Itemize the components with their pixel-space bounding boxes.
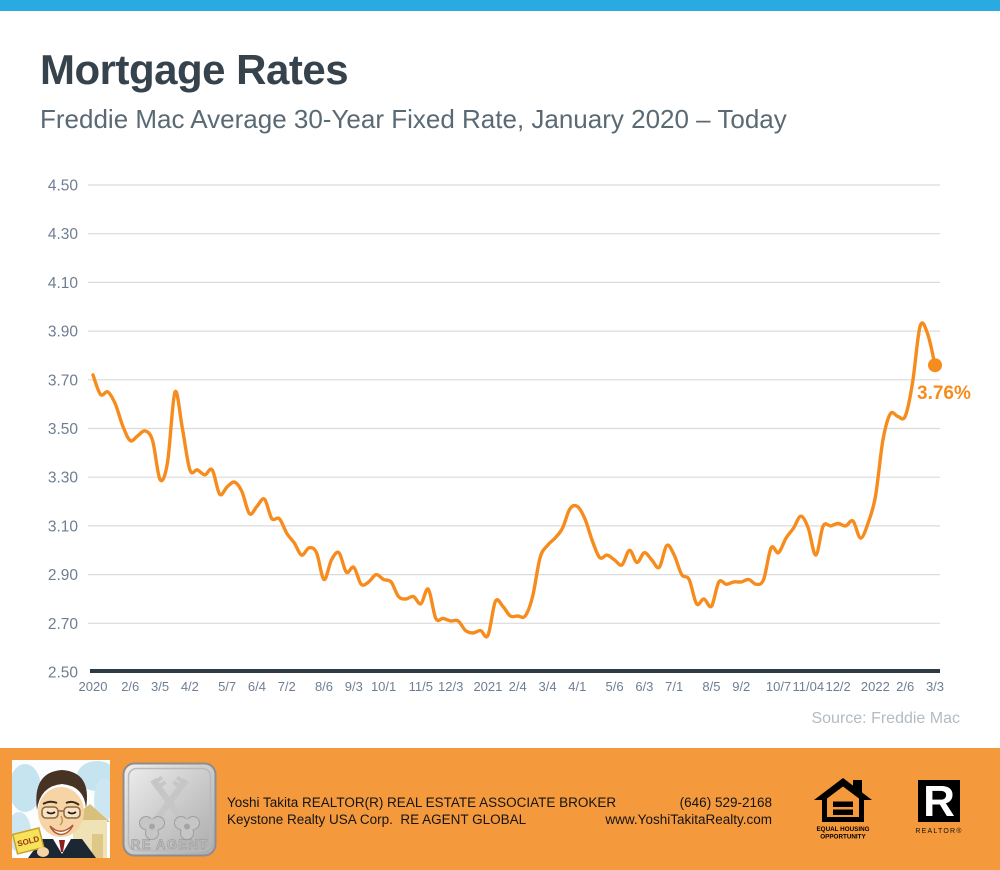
tie bbox=[59, 840, 65, 852]
x-axis-label: 2/6 bbox=[121, 679, 139, 694]
realtor-r-glyph: R bbox=[923, 780, 955, 826]
y-axis-label: 4.30 bbox=[48, 226, 79, 243]
house-door bbox=[92, 834, 103, 858]
x-axis-label: 8/6 bbox=[315, 679, 333, 694]
y-axis-label: 4.50 bbox=[48, 178, 79, 195]
x-axis-label: 2022 bbox=[861, 679, 890, 694]
y-axis-label: 2.50 bbox=[48, 665, 79, 682]
eyebrow bbox=[42, 800, 58, 805]
realtor-block bbox=[918, 780, 960, 822]
equal-housing-label-2: OPPORTUNITY bbox=[820, 834, 866, 841]
agent-company-line: Keystone Realty USA Corp. RE AGENT GLOBA… bbox=[227, 812, 527, 827]
y-axis-label: 3.50 bbox=[48, 421, 79, 438]
x-axis-label: 4/1 bbox=[568, 679, 586, 694]
x-axis-label: 9/3 bbox=[345, 679, 363, 694]
x-axis-label: 4/2 bbox=[181, 679, 199, 694]
page-title: Mortgage Rates bbox=[40, 46, 349, 93]
realtor-label: REALTOR® bbox=[915, 827, 962, 835]
x-axis-label: 6/3 bbox=[635, 679, 653, 694]
x-axis-label: 6/4 bbox=[248, 679, 266, 694]
realtor-logo: R REALTOR® bbox=[915, 780, 962, 835]
x-axis-label: 2/4 bbox=[509, 679, 527, 694]
sky-wash bbox=[12, 764, 41, 812]
hand bbox=[37, 847, 49, 857]
x-axis-label: 7/2 bbox=[278, 679, 296, 694]
x-axis-label: 11/04 bbox=[793, 679, 825, 694]
equals-bar bbox=[833, 801, 853, 807]
x-axis-label: 5/6 bbox=[606, 679, 624, 694]
y-axis-label: 3.70 bbox=[48, 372, 79, 389]
current-rate-label: 3.76% bbox=[917, 383, 971, 404]
nose bbox=[59, 815, 64, 826]
re-agent-label: RE AGENT bbox=[131, 837, 208, 852]
x-axis-label: 3/4 bbox=[538, 679, 556, 694]
x-axis-label: 7/1 bbox=[665, 679, 683, 694]
x-axis-label: 8/5 bbox=[702, 679, 720, 694]
footer-banner: SOLD bbox=[0, 748, 1000, 870]
glasses-right-lens bbox=[63, 806, 81, 819]
y-axis-label: 3.90 bbox=[48, 324, 79, 341]
equal-housing-logo: EQUAL HOUSING OPPORTUNITY bbox=[814, 778, 872, 841]
agent-name-line: Yoshi Takita REALTOR(R) REAL ESTATE ASSO… bbox=[227, 795, 617, 810]
y-axis-label: 2.70 bbox=[48, 616, 79, 633]
x-axis-label: 2021 bbox=[473, 679, 502, 694]
eyebrow bbox=[65, 800, 80, 806]
sold-sign: SOLD bbox=[12, 827, 45, 855]
eye bbox=[67, 811, 77, 815]
source-note: Source: Freddie Mac bbox=[811, 710, 960, 727]
x-axis-label: 3/3 bbox=[926, 679, 944, 694]
sold-sign-board bbox=[12, 827, 45, 855]
y-axis-label: 3.10 bbox=[48, 518, 79, 535]
mortgage-rates-chart: 4.50 4.30 4.10 3.90 3.70 3.50 3.30 3.10 2.90 2.70… bbox=[48, 178, 971, 695]
current-rate-dot bbox=[928, 358, 942, 373]
hair bbox=[36, 770, 87, 810]
badge-inner-border bbox=[127, 767, 212, 852]
y-axis-label: 3.30 bbox=[48, 470, 79, 487]
equals-bar bbox=[833, 809, 853, 815]
agent-portrait-icon: SOLD bbox=[12, 760, 110, 858]
sky-wash bbox=[94, 778, 110, 822]
x-axis-label: 2020 bbox=[79, 679, 108, 694]
rate-line bbox=[91, 321, 937, 639]
agent-contact: (646) 529-2168 www.YoshiTakitaRealty.com bbox=[560, 794, 772, 828]
smile bbox=[49, 824, 74, 836]
equal-housing-label-1: EQUAL HOUSING bbox=[816, 826, 869, 833]
x-axis-label: 12/2 bbox=[825, 679, 850, 694]
top-accent-bar bbox=[0, 0, 1000, 11]
x-axis-label: 9/2 bbox=[732, 679, 750, 694]
re-agent-logo: RE AGENT bbox=[122, 762, 217, 857]
x-axis-label: 12/3 bbox=[438, 679, 463, 694]
agent-phone: (646) 529-2168 bbox=[679, 795, 772, 810]
y-axis-label: 2.90 bbox=[48, 567, 79, 584]
agent-website: www.YoshiTakitaRealty.com bbox=[605, 812, 772, 827]
x-axis-label: 10/7 bbox=[766, 679, 791, 694]
eye bbox=[46, 811, 56, 815]
crossed-keys-icon bbox=[139, 775, 200, 840]
x-axis-label: 3/5 bbox=[151, 679, 169, 694]
x-axis-label: 10/1 bbox=[371, 679, 396, 694]
agent-info: Yoshi Takita REALTOR(R) REAL ESTATE ASSO… bbox=[227, 794, 616, 828]
chart-subtitle: Freddie Mac Average 30-Year Fixed Rate, … bbox=[40, 104, 787, 134]
y-axis-label: 4.10 bbox=[48, 275, 79, 292]
x-axis-label: 5/7 bbox=[218, 679, 236, 694]
x-axis-label: 2/6 bbox=[896, 679, 914, 694]
x-axis-label: 11/5 bbox=[409, 679, 433, 694]
